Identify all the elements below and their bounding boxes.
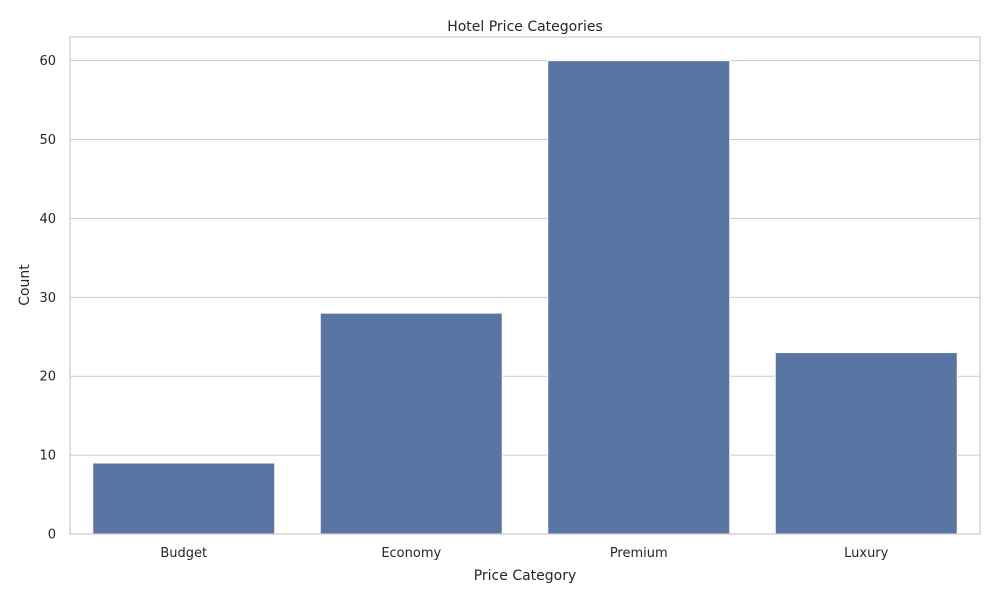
y-tick-label: 40: [39, 212, 56, 227]
bar-luxury: [774, 352, 958, 535]
x-tick-label: Luxury: [844, 546, 889, 561]
y-tick-label: 50: [39, 133, 56, 148]
y-axis-ticks: 0 10 20 30 40 50 60: [39, 54, 56, 542]
y-tick-label: 60: [39, 54, 56, 69]
bar-economy: [319, 312, 503, 535]
plot-frame: [69, 36, 981, 535]
x-axis-ticks: Budget Economy Premium Luxury: [160, 546, 888, 561]
bar-premium: [547, 60, 731, 535]
chart-title: Hotel Price Categories: [447, 19, 603, 35]
y-tick-label: 30: [39, 291, 56, 306]
bar-budget: [92, 462, 276, 535]
x-tick-label: Budget: [160, 546, 207, 561]
x-tick-label: Premium: [610, 546, 668, 561]
y-tick-label: 20: [39, 370, 56, 385]
y-axis-label: Count: [17, 264, 33, 306]
x-axis-label: Price Category: [474, 568, 577, 584]
y-tick-label: 10: [39, 449, 56, 464]
y-tick-label: 0: [48, 528, 56, 543]
x-tick-label: Economy: [381, 546, 441, 561]
